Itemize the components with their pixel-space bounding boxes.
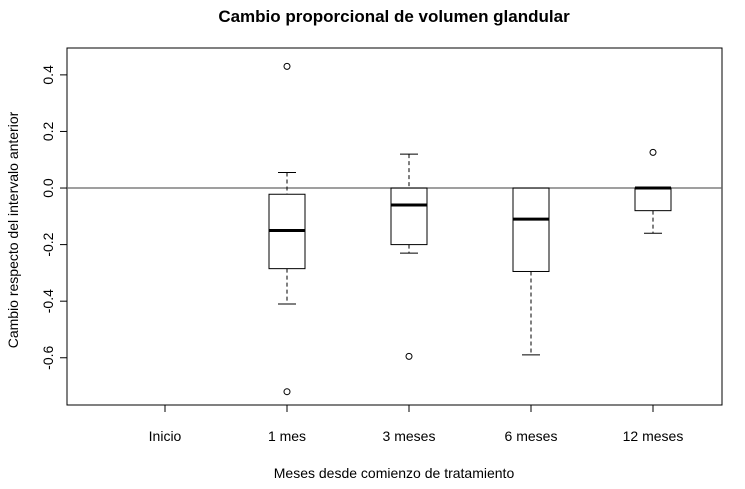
x-tick-label: 3 meses (383, 428, 436, 444)
x-tick-label: 6 meses (505, 428, 558, 444)
x-tick-label: 1 mes (268, 428, 306, 444)
y-tick-label: -0.2 (40, 232, 56, 256)
outlier-point (283, 62, 291, 70)
outlier-point (405, 352, 413, 360)
x-tick-label: Inicio (149, 428, 182, 444)
y-tick-label: 0.2 (40, 122, 56, 142)
box-iqr (390, 187, 428, 246)
outlier-point (649, 148, 657, 156)
plot-frame (66, 47, 723, 406)
x-tick-label: 12 meses (623, 428, 684, 444)
x-axis-label: Meses desde comienzo de tratamiento (274, 465, 515, 481)
box-iqr (634, 187, 672, 212)
y-axis-label: Cambio respecto del intervalo anterior (5, 111, 21, 348)
box-iqr (512, 187, 550, 272)
y-tick-label: -0.6 (40, 345, 56, 369)
outlier-point (283, 388, 291, 396)
y-tick-label: 0.0 (40, 178, 56, 198)
y-tick-label: 0.4 (40, 65, 56, 85)
chart-title: Cambio proporcional de volumen glandular (218, 7, 570, 26)
y-tick-label: -0.4 (40, 289, 56, 313)
